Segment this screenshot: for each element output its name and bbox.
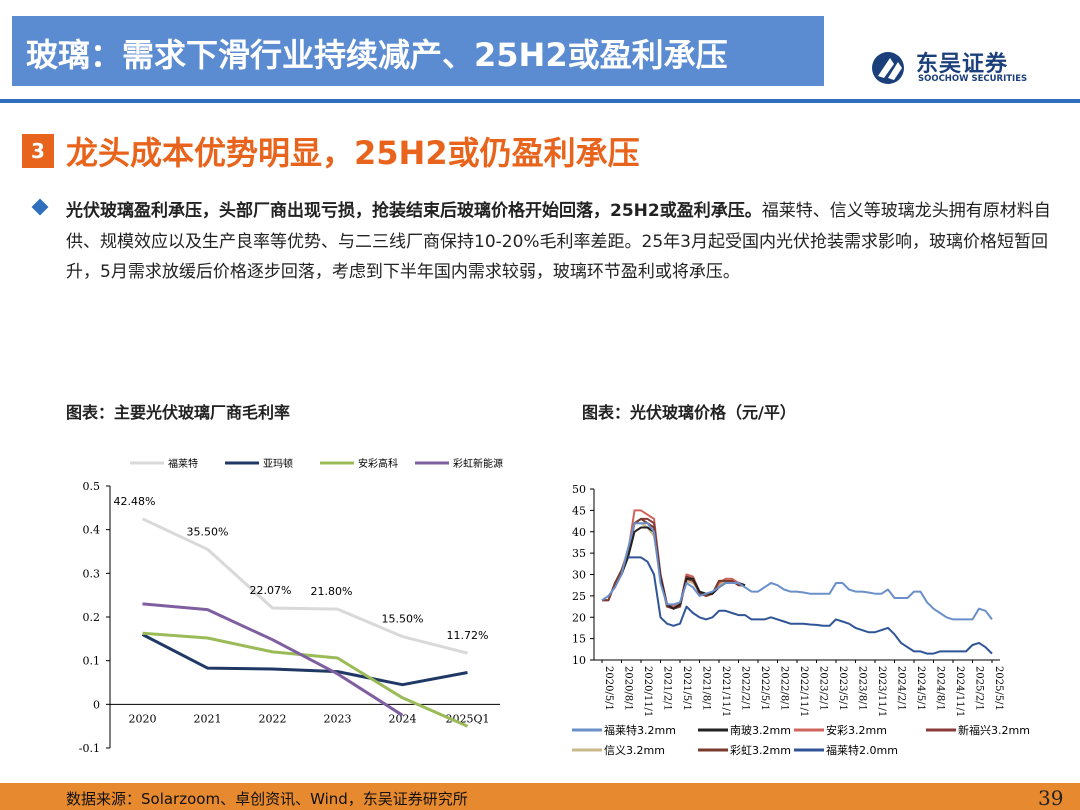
x-tick-label: 2021/11/1 (720, 666, 731, 717)
y-tick-label: 30 (572, 569, 586, 582)
series-line (141, 517, 468, 655)
legend-label: 南玻3.2mm (730, 724, 791, 737)
x-tick-label: 2022/2/1 (740, 666, 751, 711)
legend-label: 彩虹3.2mm (730, 744, 791, 757)
footer-bar (0, 783, 1080, 810)
x-tick-label: 2023 (324, 712, 352, 725)
series-line (142, 631, 469, 728)
y-tick-label: 20 (572, 611, 586, 624)
legend-label: 安彩3.2mm (826, 723, 887, 737)
x-tick-label: 2023/11/1 (876, 666, 887, 717)
right-chart-caption: 图表：光伏玻璃价格（元/平） (582, 403, 796, 422)
header-divider (0, 99, 1080, 103)
y-tick-label: 15 (572, 633, 586, 646)
x-tick-label: 2020/8/1 (623, 666, 634, 711)
legend-label: 亚玛顿 (263, 457, 293, 470)
y-tick-label: 0.5 (83, 480, 101, 493)
title-bar: 玻璃：需求下滑行业持续减产、25H2或盈利承压 (12, 16, 824, 86)
page-number: 39 (1038, 786, 1064, 810)
series-line (628, 556, 993, 655)
gross-margin-chart: -0.1 0 0.1 0.2 0.3 0.4 0.5 2020 2021 2022 2023 2024… (79, 457, 503, 755)
x-tick-label: 2022 (259, 712, 287, 725)
legend-label: 福莱特 (168, 457, 198, 470)
x-tick-label: 2024 (389, 712, 417, 725)
body-paragraph: 光伏玻璃盈利承压，头部厂商出现亏损，抢装结束后玻璃价格开始回落，25H2或盈利承… (66, 196, 1056, 288)
glass-price-chart: 10 15 20 25 30 35 40 45 50 2020/5/1 2020/8/1 2020/1… (572, 483, 1030, 757)
x-tick-label: 2025/2/1 (974, 666, 985, 711)
legend-label: 彩虹新能源 (453, 457, 503, 470)
diamond-bullet-icon (31, 198, 49, 216)
section-number: 3 (22, 134, 54, 168)
data-label: 15.50% (382, 613, 424, 626)
y-tick-label: 0 (93, 698, 100, 711)
data-source: 数据来源：Solarzoom、卓创资讯、Wind，东吴证券研究所 (66, 790, 468, 808)
data-label: 11.72% (447, 629, 489, 642)
x-tick-label: 2023/5/1 (837, 666, 848, 711)
left-chart-caption: 图表：主要光伏玻璃厂商毛利率 (66, 403, 291, 422)
legend-label: 福莱特3.2mm (604, 723, 676, 737)
x-tick-label: 2024/11/1 (954, 666, 965, 717)
x-tick-label: 2020/11/1 (642, 666, 653, 717)
legend-label: 新福兴3.2mm (958, 723, 1030, 737)
y-tick-label: 0.4 (83, 524, 101, 537)
legend-label: 安彩高科 (358, 457, 398, 470)
logo-en-text: SOOCHOW SECURITIES (918, 74, 1028, 84)
x-tick-label: 2024/8/1 (935, 666, 946, 711)
y-tick-label: 0.3 (83, 567, 101, 580)
body-normal-text: 福莱特、信义等玻璃龙头拥有原材料自供、规模效应以及生产良率等优势、与二三线厂商保… (66, 201, 1051, 282)
x-tick-label: 2022/5/1 (759, 666, 770, 711)
data-label: 42.48% (114, 495, 156, 508)
x-tick-label: 2021/5/1 (681, 666, 692, 711)
company-logo: 东吴证券 SOOCHOW SECURITIES (870, 46, 1060, 90)
y-tick-label: 45 (572, 504, 586, 517)
page-title: 玻璃：需求下滑行业持续减产、25H2或盈利承压 (26, 36, 728, 74)
x-tick-label: 2024/5/1 (915, 666, 926, 711)
x-tick-label: 2023/8/1 (857, 666, 868, 711)
x-tick-label: 2022/11/1 (798, 666, 809, 717)
y-tick-label: -0.1 (79, 742, 100, 755)
y-tick-label: 50 (572, 483, 586, 496)
y-tick-label: 40 (572, 526, 586, 539)
body-bold-text: 光伏玻璃盈利承压，头部厂商出现亏损，抢装结束后玻璃价格开始回落，25H2或盈利承… (66, 201, 762, 221)
series-line (142, 602, 404, 717)
y-tick-label: 0.1 (83, 655, 101, 668)
x-tick-label: 2021 (194, 712, 222, 725)
data-label: 35.50% (187, 525, 229, 538)
data-label: 21.80% (311, 585, 353, 598)
y-tick-label: 35 (572, 547, 586, 560)
logo-cn-text: 东吴证券 (916, 52, 1009, 77)
y-tick-label: 10 (572, 654, 586, 667)
y-tick-label: 0.2 (83, 611, 101, 624)
legend-label: 信义3.2mm (604, 744, 665, 757)
series-line (601, 522, 993, 621)
x-tick-label: 2024/2/1 (896, 666, 907, 711)
x-tick-label: 2020/5/1 (603, 666, 614, 711)
section-title: 龙头成本优势明显，25H2或仍盈利承压 (66, 134, 640, 172)
x-tick-label: 2021/8/1 (701, 666, 712, 711)
x-tick-label: 2020 (129, 712, 157, 725)
data-label: 22.07% (250, 584, 292, 597)
x-tick-label: 2021/2/1 (662, 666, 673, 711)
x-tick-label: 2022/8/1 (779, 666, 790, 711)
y-tick-label: 25 (572, 590, 586, 603)
legend-label: 福莱特2.0mm (826, 743, 898, 757)
x-tick-label: 2023/2/1 (818, 666, 829, 711)
x-tick-label: 2025/5/1 (993, 666, 1004, 711)
soochow-logo-icon (872, 52, 904, 84)
series-line (141, 633, 468, 687)
